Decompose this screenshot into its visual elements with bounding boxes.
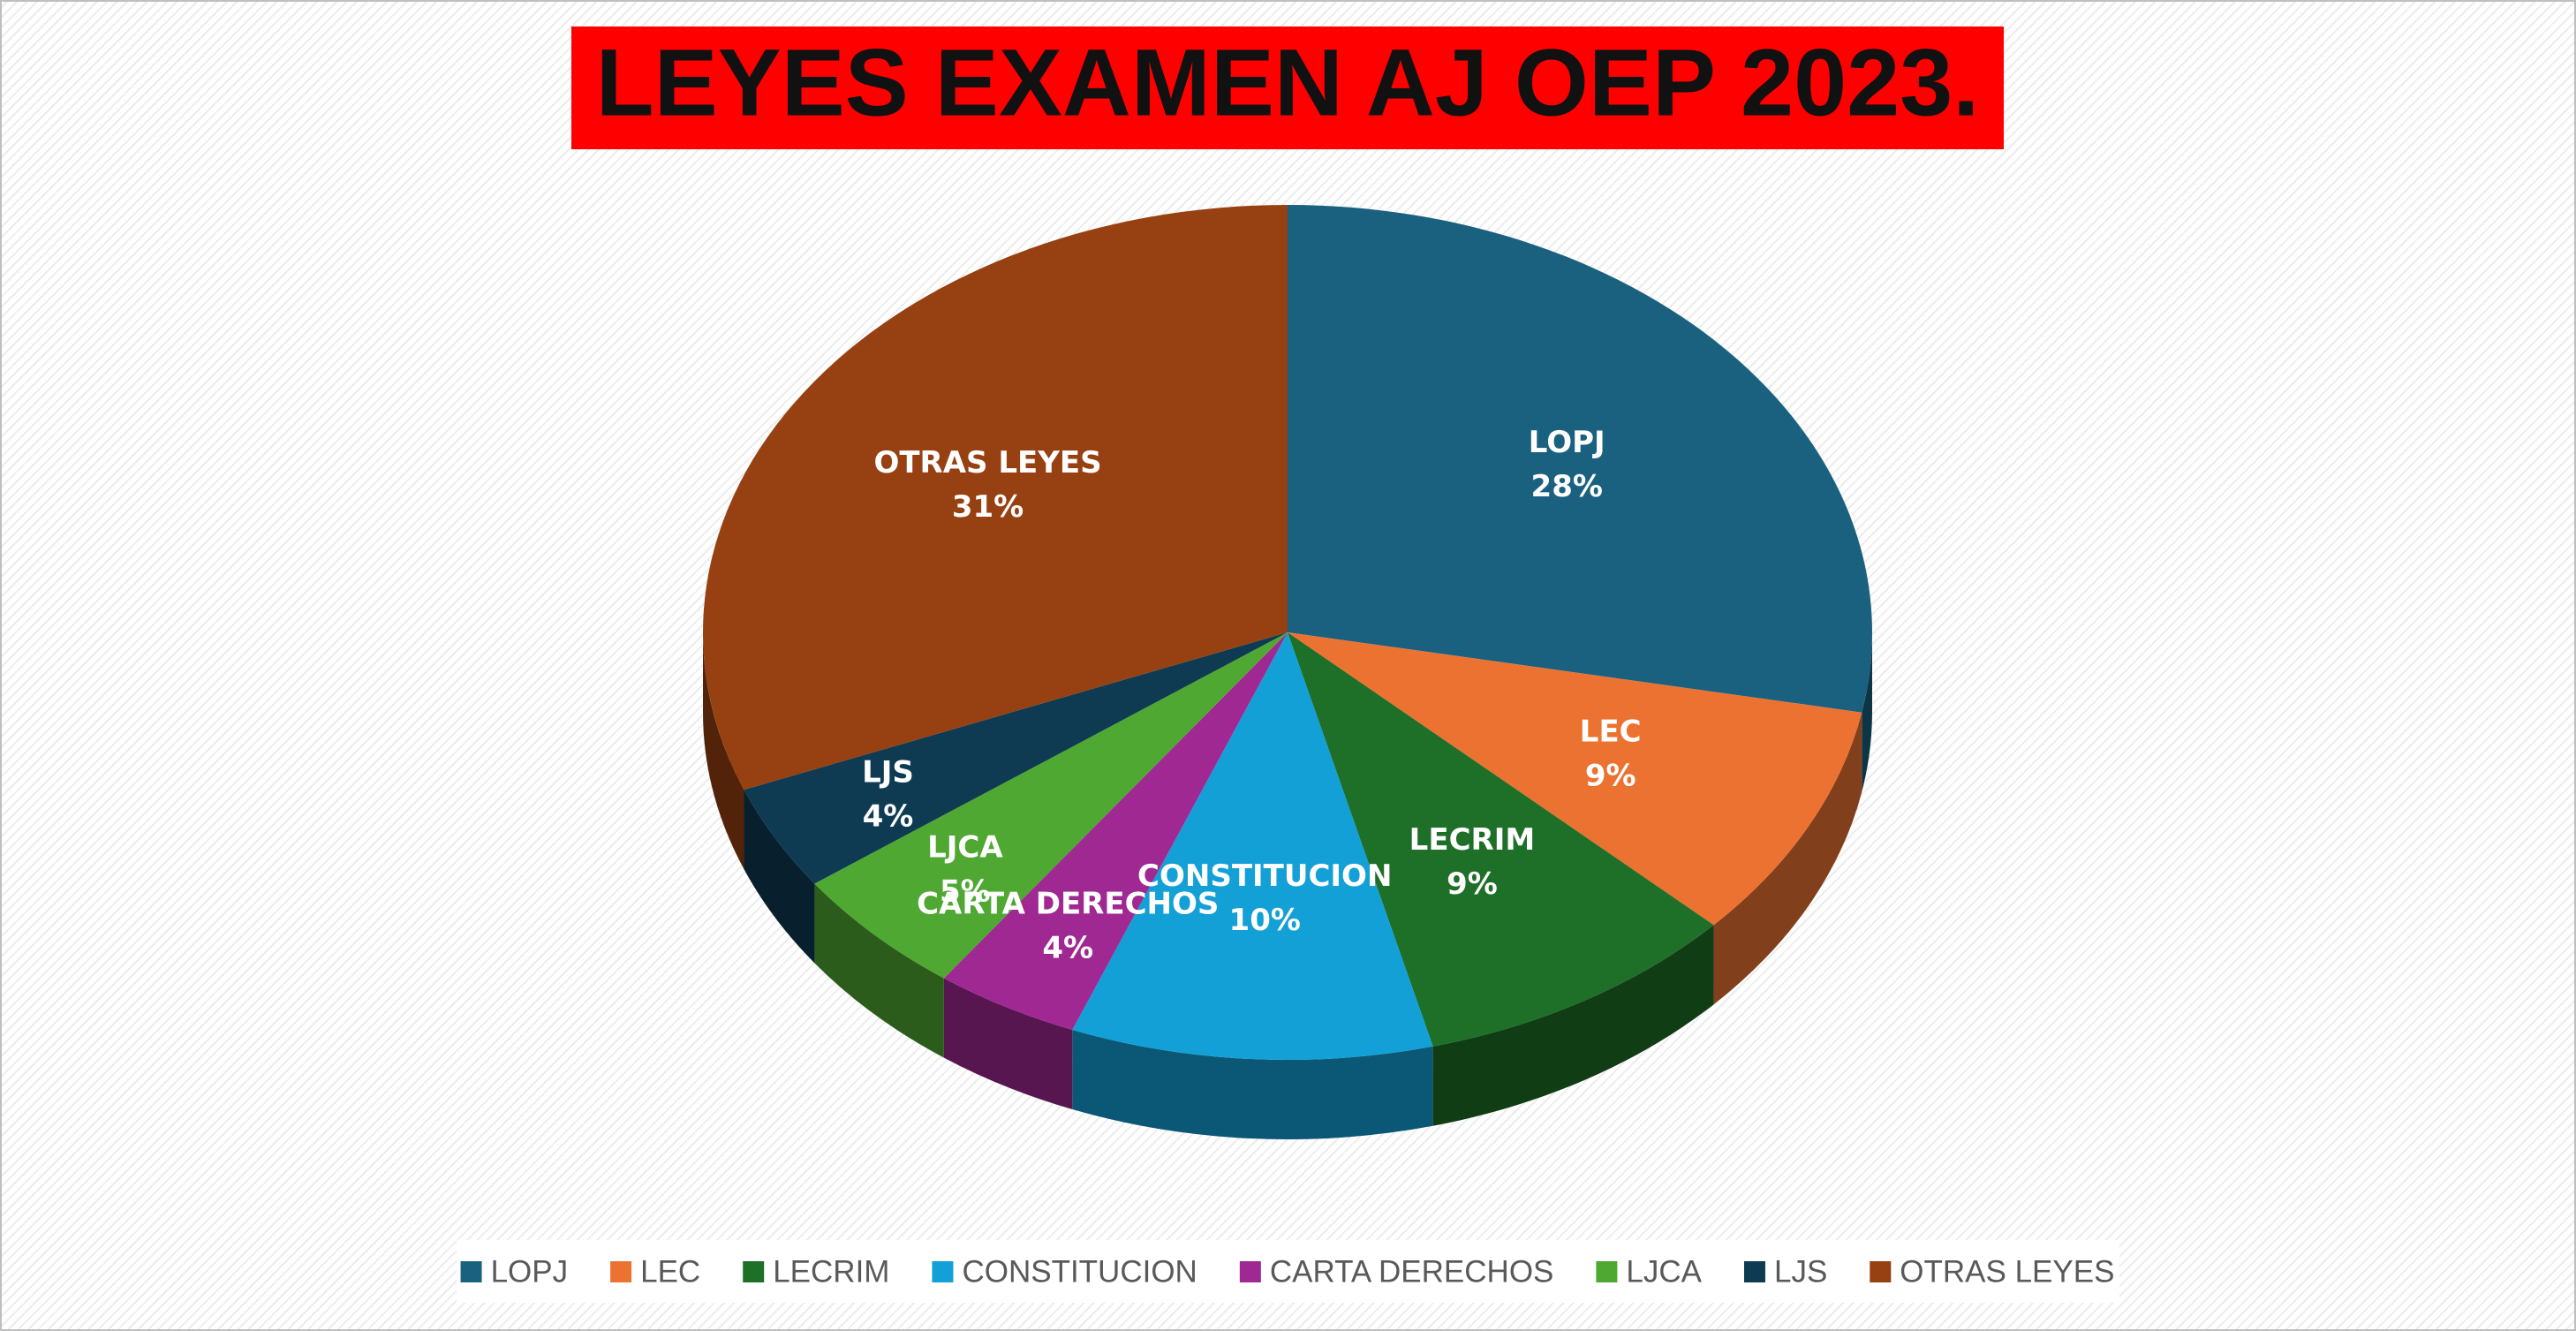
slice-label: OTRAS LEYES <box>873 445 1101 480</box>
slice-label: LJS <box>862 754 914 790</box>
slice-side <box>814 883 944 1058</box>
legend-label: LOPJ <box>491 1254 569 1289</box>
slice-label: CARTA DERECHOS <box>917 886 1219 921</box>
pie-slice <box>1288 205 1872 713</box>
legend-label: OTRAS LEYES <box>1900 1254 2114 1289</box>
slice-value-label: 9% <box>1585 759 1636 794</box>
slice-value-label: 4% <box>1042 930 1093 965</box>
legend-label: LJCA <box>1626 1254 1702 1289</box>
pie-slice <box>943 632 1288 1031</box>
slice-label: CONSTITUCION <box>1137 858 1392 894</box>
legend-label: LECRIM <box>773 1254 889 1289</box>
legend-box <box>457 1240 2119 1303</box>
slice-side <box>1432 925 1714 1126</box>
slice-value-label: 10% <box>1229 903 1301 938</box>
slice-value-label: 28% <box>1531 469 1603 504</box>
pie-slice <box>702 205 1288 790</box>
slice-side <box>943 978 1073 1110</box>
legend-label: CARTA DERECHOS <box>1270 1254 1554 1289</box>
legend-swatch <box>610 1261 632 1282</box>
pie-slice <box>744 632 1288 884</box>
slice-value-label: 4% <box>863 798 914 834</box>
legend-swatch <box>1596 1261 1618 1282</box>
slice-side <box>1072 1030 1433 1139</box>
slice-label: LEC <box>1580 715 1642 750</box>
pie-slice <box>1288 632 1714 1047</box>
legend: LOPJ LEC LECRIM CONSTITUCION CARTA DERECHOS L… <box>460 1254 2114 1289</box>
title-box <box>571 26 2004 149</box>
legend-swatch <box>1743 1261 1765 1282</box>
slice-label: LJCA <box>927 829 1003 865</box>
pie-slice <box>1072 632 1433 1060</box>
slice-label: LECRIM <box>1409 822 1536 858</box>
pie-slice <box>1288 632 1862 926</box>
chart-title: LEYES EXAMEN AJ OEP 2023. <box>596 29 1980 136</box>
legend-swatch <box>743 1261 765 1282</box>
slice-side <box>1862 632 1872 792</box>
legend-label: LJS <box>1774 1254 1827 1289</box>
legend-swatch <box>932 1261 954 1282</box>
legend-swatch <box>1870 1261 1892 1282</box>
slice-value-label: 31% <box>952 489 1024 525</box>
slice-side <box>703 632 744 870</box>
legend-label: CONSTITUCION <box>962 1254 1197 1289</box>
pie-slice <box>814 632 1288 979</box>
legend-swatch <box>1239 1261 1261 1282</box>
slice-side <box>1713 712 1862 1005</box>
slice-value-label: 9% <box>1447 866 1498 902</box>
legend-swatch <box>460 1261 482 1282</box>
slice-label: LOPJ <box>1529 425 1605 460</box>
slice-value-label: 5% <box>940 873 991 909</box>
slice-side <box>744 790 815 964</box>
pie-walls <box>703 632 1872 1139</box>
legend-label: LEC <box>640 1254 700 1289</box>
